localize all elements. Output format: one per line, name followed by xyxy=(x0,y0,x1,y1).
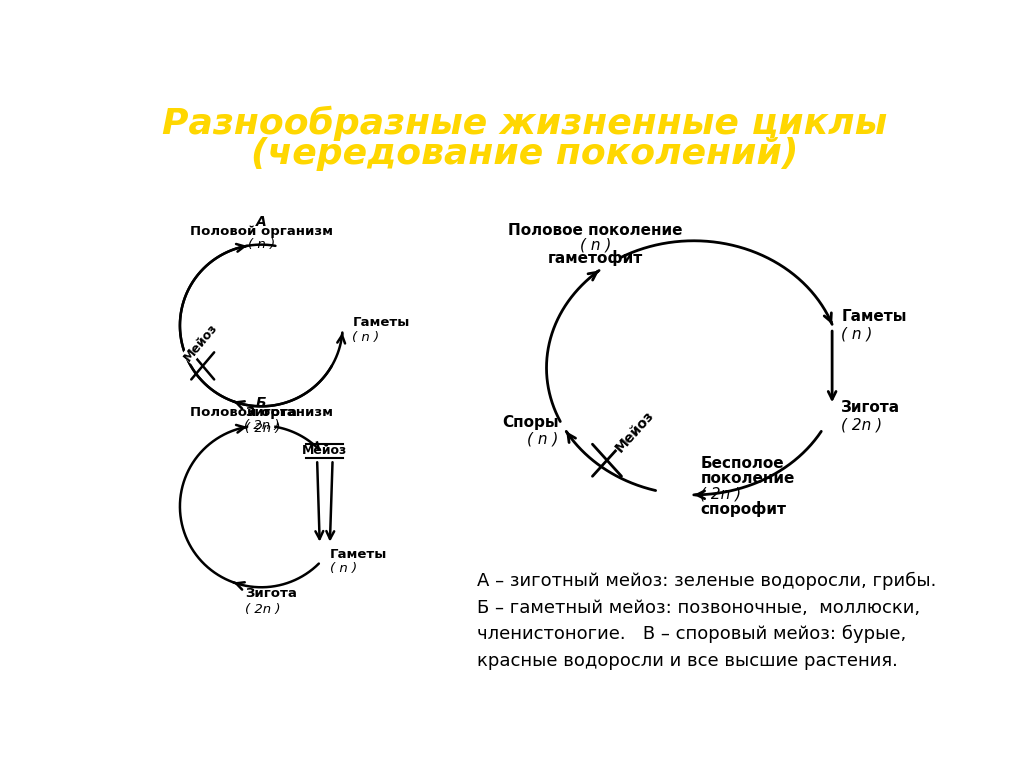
Text: (чередование поколений): (чередование поколений) xyxy=(251,137,799,170)
Text: Половой организм: Половой организм xyxy=(189,226,333,238)
Text: Зигота: Зигота xyxy=(246,588,297,600)
Text: Гаметы: Гаметы xyxy=(352,316,410,329)
Text: А – зиготный мейоз: зеленые водоросли, грибы.
Б – гаметный мейоз: позвоночные,  : А – зиготный мейоз: зеленые водоросли, г… xyxy=(477,572,936,670)
Text: ( 2n ): ( 2n ) xyxy=(244,419,280,432)
Text: Зигота: Зигота xyxy=(842,400,900,415)
Text: А: А xyxy=(256,215,266,229)
Text: ( n ): ( n ) xyxy=(580,237,611,253)
Text: Мейоз: Мейоз xyxy=(181,321,220,363)
Text: спорофит: спорофит xyxy=(700,501,786,517)
Text: гаметофит: гаметофит xyxy=(548,250,643,266)
Text: ( n ): ( n ) xyxy=(248,238,274,251)
Text: ( 2n ): ( 2n ) xyxy=(246,422,281,435)
Text: Гаметы: Гаметы xyxy=(842,310,907,324)
Text: Мейоз: Мейоз xyxy=(612,408,656,455)
Text: Половое поколение: Половое поколение xyxy=(508,223,683,238)
Text: Споры: Споры xyxy=(502,415,558,429)
Text: поколение: поколение xyxy=(700,471,795,486)
Text: ( n ): ( n ) xyxy=(842,327,872,342)
Text: Зигота: Зигота xyxy=(246,406,297,419)
Text: ( 2n ): ( 2n ) xyxy=(842,418,883,432)
Text: ( n ): ( n ) xyxy=(330,562,357,575)
Text: ( 2n ): ( 2n ) xyxy=(700,486,741,502)
Text: Половой организм: Половой организм xyxy=(189,406,333,419)
Text: Разнообразные жизненные циклы: Разнообразные жизненные циклы xyxy=(162,106,888,141)
Text: Мейоз: Мейоз xyxy=(302,445,347,458)
Text: ( n ): ( n ) xyxy=(352,332,380,344)
Text: ( n ): ( n ) xyxy=(527,432,558,446)
Text: Бесполое: Бесполое xyxy=(700,455,784,471)
Text: ( 2n ): ( 2n ) xyxy=(246,603,281,616)
Text: Б: Б xyxy=(256,396,266,410)
Text: Гаметы: Гаметы xyxy=(330,548,387,561)
